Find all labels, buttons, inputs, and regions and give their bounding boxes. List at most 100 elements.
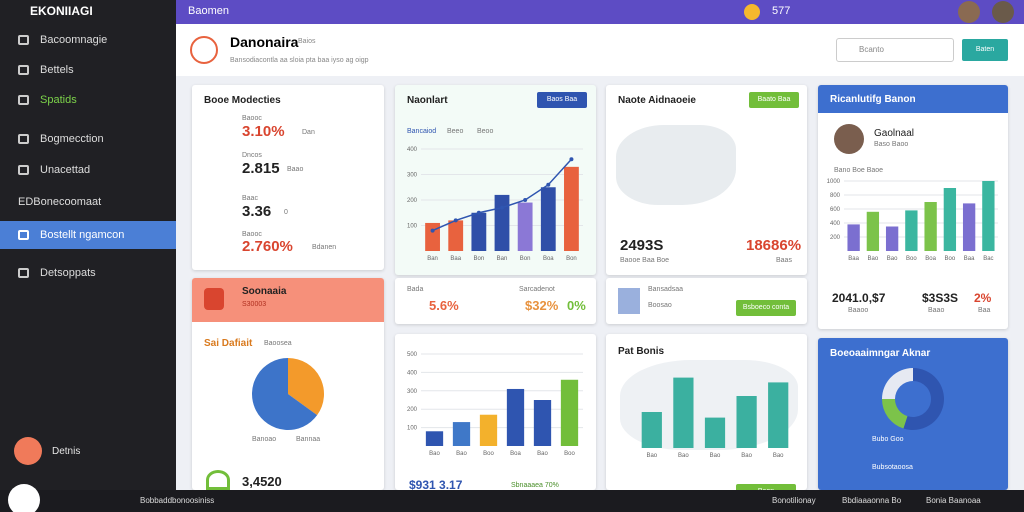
home-button[interactable]: [8, 484, 40, 512]
card-title: Booe Modecties: [204, 95, 281, 106]
bar: [704, 417, 726, 448]
card-button[interactable]: Baos Baa: [537, 92, 587, 108]
bar: [905, 210, 918, 251]
stat-value: 3.10%: [242, 123, 285, 140]
card-button[interactable]: Baato Baa: [749, 92, 799, 108]
x-tick-label: Bao: [868, 256, 879, 262]
trend-point: [546, 182, 551, 187]
card-title: Naonlart: [407, 95, 448, 106]
bar: [533, 400, 552, 446]
stat-value: $3S3S: [922, 291, 959, 305]
card-title: Pat Bonis: [618, 346, 665, 357]
y-tick-label: 300: [407, 173, 418, 179]
stat-value: 2%: [974, 291, 992, 305]
search-box[interactable]: Bcanto: [836, 38, 954, 62]
y-tick-label: 400: [407, 370, 418, 376]
stat-label: Bada: [407, 286, 424, 293]
x-tick-label: Bao: [678, 453, 689, 459]
world-map: [616, 125, 736, 205]
menu-label: Bettels: [40, 64, 74, 76]
menu-item[interactable]: Bogmecction: [0, 125, 176, 153]
bar: [425, 222, 440, 251]
donut-item: Bubo Goo: [872, 436, 904, 443]
profile-card: Ricanlutifg Banon Gaolnaal Baso Baoo Ban…: [818, 85, 1008, 329]
avatar[interactable]: [992, 1, 1014, 23]
stats-card: Booe Modecties Baooc 3.10% Dan Dncos 2.8…: [192, 85, 384, 270]
map-card: Naote Aidnaoeie Baato Baa 2493S Baooe Ba…: [606, 85, 807, 275]
y-tick-label: 400: [830, 221, 841, 227]
x-tick-label: Boo: [564, 451, 575, 457]
menu-item[interactable]: Spatids: [0, 86, 176, 114]
brand: EKONIIAGI: [30, 4, 93, 18]
legend-item: Bancaiod: [407, 128, 437, 135]
y-tick-label: 500: [407, 352, 418, 358]
footer-link[interactable]: Bonia Baanoaa: [926, 496, 981, 505]
stat-note: Sbnaaaea 70%: [511, 482, 559, 489]
bar: [560, 379, 579, 446]
stat-value: 2041.0,$7: [832, 291, 886, 305]
pie-chart: [252, 358, 324, 430]
header-button[interactable]: Baten: [962, 39, 1008, 61]
user-label: Detnis: [52, 446, 81, 457]
revenue-footer: Bada 5.6% Sarcadenot $32% 0%: [395, 278, 596, 324]
chart-legend: Bano Boe Baoe: [834, 167, 884, 174]
trend-point: [523, 198, 528, 202]
donut-card: Boeoaaimngar Aknar Bubo Goo Bubsotaoosa: [818, 338, 1008, 490]
stat-note: Baooe Baa Boe: [620, 257, 670, 264]
bar: [448, 220, 464, 251]
menu-item[interactable]: EDBonecoomaat: [0, 188, 176, 216]
stat-note: Baas: [776, 257, 792, 264]
x-tick-label: Bao: [710, 453, 721, 459]
icon: [618, 288, 640, 314]
bar: [564, 166, 579, 251]
trend-point: [476, 210, 481, 215]
stat-label: Dncos: [242, 152, 262, 159]
menu-label: Bogmecction: [40, 133, 104, 145]
x-tick-label: Bon: [474, 256, 485, 262]
logo: [190, 36, 218, 64]
profile-role: Baso Baoo: [874, 141, 909, 148]
menu-label: Unacettad: [40, 164, 91, 176]
avatar[interactable]: [958, 1, 980, 23]
legend-item: Bannaa: [296, 436, 321, 443]
footer-link[interactable]: Bonotilionay: [772, 496, 816, 505]
menu-item[interactable]: Bostellt ngamcon: [0, 221, 176, 249]
stat-value: 5.6%: [429, 298, 459, 313]
y-tick-label: 100: [407, 224, 418, 230]
stat-label: Baac: [242, 195, 258, 202]
coin-icon[interactable]: [744, 4, 760, 20]
x-tick-label: Bon: [566, 256, 577, 262]
wedge: [882, 368, 913, 399]
card-title: Soonaaia: [242, 286, 287, 297]
avatar[interactable]: [14, 437, 42, 465]
card-subtitle: S30003: [242, 301, 267, 308]
sales-card: Soonaaia S30003 Sai Dafiait Baoosea Bano…: [192, 278, 384, 490]
menu-label: Detsoppats: [40, 267, 96, 279]
legend-item: Beoo: [477, 128, 494, 135]
menu-item[interactable]: Bettels: [0, 56, 176, 84]
bar: [494, 194, 510, 251]
card-button[interactable]: Bsboeco conta: [736, 300, 796, 316]
menu-label: Bacoomnagie: [40, 34, 108, 46]
stat-value: 2.815: [242, 160, 280, 177]
wedge: [288, 358, 324, 416]
menu-item[interactable]: Unacettad: [0, 156, 176, 184]
profile-name: Gaolnaal: [874, 128, 915, 139]
x-tick-label: Bao: [456, 451, 467, 457]
sidebar: EKONIIAGI Bacoomnagie Bettels Spatids Bo…: [0, 0, 176, 490]
x-tick-label: Bac: [983, 256, 993, 262]
x-tick-label: Boa: [510, 451, 521, 457]
x-tick-label: Bao: [429, 451, 440, 457]
menu-item[interactable]: Bacoomnagie: [0, 26, 176, 54]
icon: [204, 288, 224, 310]
x-tick-label: Baa: [848, 256, 859, 262]
menu-item[interactable]: Detsoppats: [0, 259, 176, 287]
profile-chart: 200 400 600 800 1000 Baa Bao Bao Boo Boa Boo Baa Bac: [827, 179, 998, 262]
bar: [506, 388, 525, 446]
footer-link[interactable]: Bbdiaaaonna Bo: [842, 496, 902, 505]
x-tick-label: Boa: [925, 256, 936, 262]
stat-label: Baooc: [242, 231, 262, 238]
x-tick-label: Bao: [887, 256, 898, 262]
